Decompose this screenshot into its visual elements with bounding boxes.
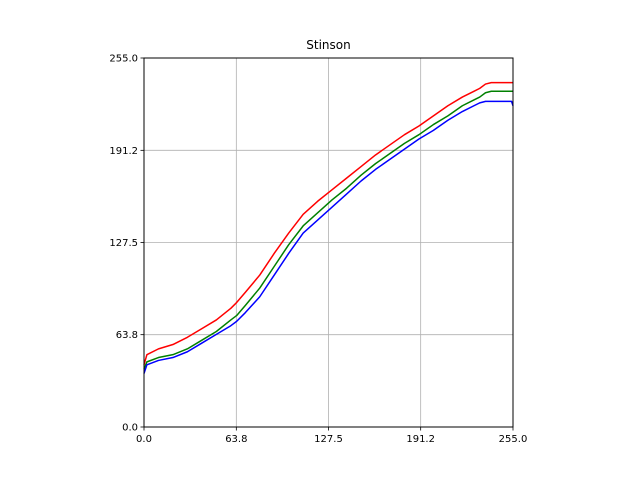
y-tick-label: 127.5 <box>109 238 138 249</box>
series-line-2 <box>143 100 514 374</box>
chart-title: Stinson <box>306 38 350 52</box>
series-line-0 <box>143 81 513 365</box>
axis-ticks: 0.0 63.8 127.5 191.2 255.0 0.0 63.8 127.5 191.2 2… <box>109 54 527 446</box>
x-tick-label: 191.2 <box>406 434 435 445</box>
y-tick-label: 255.0 <box>109 54 138 65</box>
x-tick-label: 127.5 <box>314 434 343 445</box>
x-tick-label: 63.8 <box>225 434 247 445</box>
y-tick-label: 191.2 <box>109 146 138 157</box>
grid-lines <box>144 58 513 427</box>
x-tick-label: 0.0 <box>136 434 152 445</box>
x-tick-label: 255.0 <box>499 434 528 445</box>
y-tick-label: 63.8 <box>116 330 138 341</box>
series-line-1 <box>143 90 513 370</box>
y-tick-label: 0.0 <box>122 423 138 434</box>
series-lines <box>143 81 514 374</box>
